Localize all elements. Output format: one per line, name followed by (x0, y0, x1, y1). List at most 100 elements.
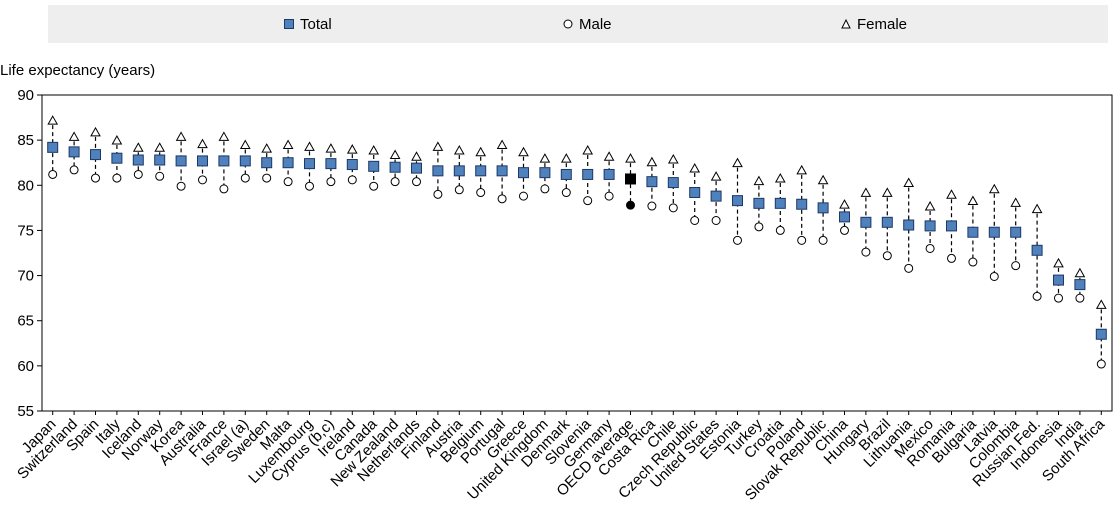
male-point (540, 184, 550, 194)
legend-item-female: Female (841, 5, 907, 43)
y-tick-label: 55 (17, 403, 34, 420)
male-point (925, 243, 935, 253)
male-point (433, 189, 443, 199)
male-point (989, 271, 999, 281)
female-point (1053, 257, 1064, 268)
total-point (304, 158, 315, 170)
male-point (668, 203, 678, 213)
male-point (347, 175, 357, 185)
legend-circle-marker (563, 19, 573, 29)
total-point (111, 152, 123, 164)
female-point (946, 189, 957, 199)
male-point (775, 225, 785, 235)
female-point (132, 142, 144, 152)
male-point (112, 173, 122, 183)
total-point (753, 197, 765, 209)
female-point (368, 144, 380, 155)
female-point (432, 141, 444, 151)
female-point (282, 139, 294, 150)
female-point (90, 126, 101, 137)
total-point (710, 190, 722, 202)
total-point (732, 195, 743, 207)
female-point (518, 146, 529, 157)
female-point (988, 183, 1000, 194)
female-point (860, 187, 872, 197)
legend-label-total: Total (300, 15, 332, 33)
female-point (689, 163, 701, 173)
female-point (197, 138, 208, 149)
male-point (561, 188, 571, 198)
female-point (774, 172, 786, 183)
male-point (240, 173, 250, 183)
legend-label-female: Female (857, 15, 908, 33)
male-point (1075, 293, 1085, 303)
y-tick-label: 75 (17, 222, 34, 239)
female-point (111, 135, 123, 145)
legend-triangle-marker (841, 19, 851, 29)
total-point (475, 165, 487, 177)
male-point (647, 201, 657, 211)
legend-label-male: Male (579, 15, 612, 33)
total-point (68, 146, 80, 158)
total-point (90, 149, 101, 161)
male-point (497, 194, 507, 204)
female-point (346, 144, 358, 154)
female-point (1031, 203, 1043, 214)
total-point (689, 187, 701, 199)
male-point (733, 235, 742, 245)
total-point (881, 216, 893, 228)
female-point (967, 195, 979, 206)
total-point (667, 177, 679, 189)
female-point (325, 143, 337, 153)
female-point (261, 143, 273, 153)
female-point (411, 151, 422, 161)
female-point (68, 131, 80, 141)
total-point (1074, 279, 1086, 291)
male-point (69, 165, 79, 175)
total-point (1010, 226, 1022, 238)
male-point (626, 200, 635, 210)
total-point (603, 168, 615, 180)
y-tick-label: 90 (17, 87, 34, 104)
total-point (411, 162, 422, 174)
female-point (881, 187, 893, 197)
total-point (582, 168, 594, 180)
y-tick-label: 85 (17, 132, 34, 149)
y-tick-label: 70 (17, 268, 34, 285)
male-point (133, 169, 143, 179)
male-point (1054, 293, 1063, 303)
female-point (304, 141, 315, 151)
plot-frame (41, 94, 1113, 412)
total-point (239, 155, 251, 167)
total-point (432, 165, 444, 177)
chart-legend: Total Male Female (48, 5, 1108, 43)
labels-layer: JapanSwitzerlandSpainItalyIcelandNorwayK… (14, 415, 1109, 504)
female-point (903, 177, 915, 187)
female-point (560, 153, 572, 163)
total-point (389, 161, 401, 173)
total-point (132, 154, 144, 166)
total-point (518, 167, 529, 179)
female-point (1074, 267, 1086, 278)
y-axis-title: Life expectancy (years) (0, 62, 156, 79)
male-point (818, 235, 828, 245)
y-tick-label: 80 (17, 177, 34, 194)
male-point (48, 169, 58, 179)
male-point (305, 181, 314, 191)
male-point (1032, 291, 1042, 301)
female-point (239, 139, 251, 150)
female-point (1095, 299, 1107, 309)
female-point (646, 156, 658, 167)
male-point (369, 181, 379, 191)
total-point (218, 155, 230, 167)
male-point (454, 185, 464, 195)
total-point (47, 141, 59, 153)
total-point (988, 226, 1000, 238)
female-point (753, 175, 765, 186)
total-point (625, 173, 636, 185)
total-point (946, 220, 957, 232)
female-point (710, 171, 722, 181)
female-point (582, 144, 594, 155)
total-point (197, 155, 208, 167)
